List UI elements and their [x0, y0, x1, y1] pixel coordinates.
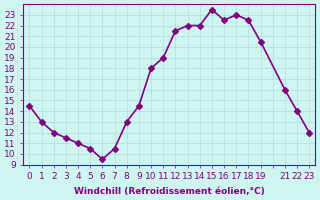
X-axis label: Windchill (Refroidissement éolien,°C): Windchill (Refroidissement éolien,°C) [74, 187, 265, 196]
